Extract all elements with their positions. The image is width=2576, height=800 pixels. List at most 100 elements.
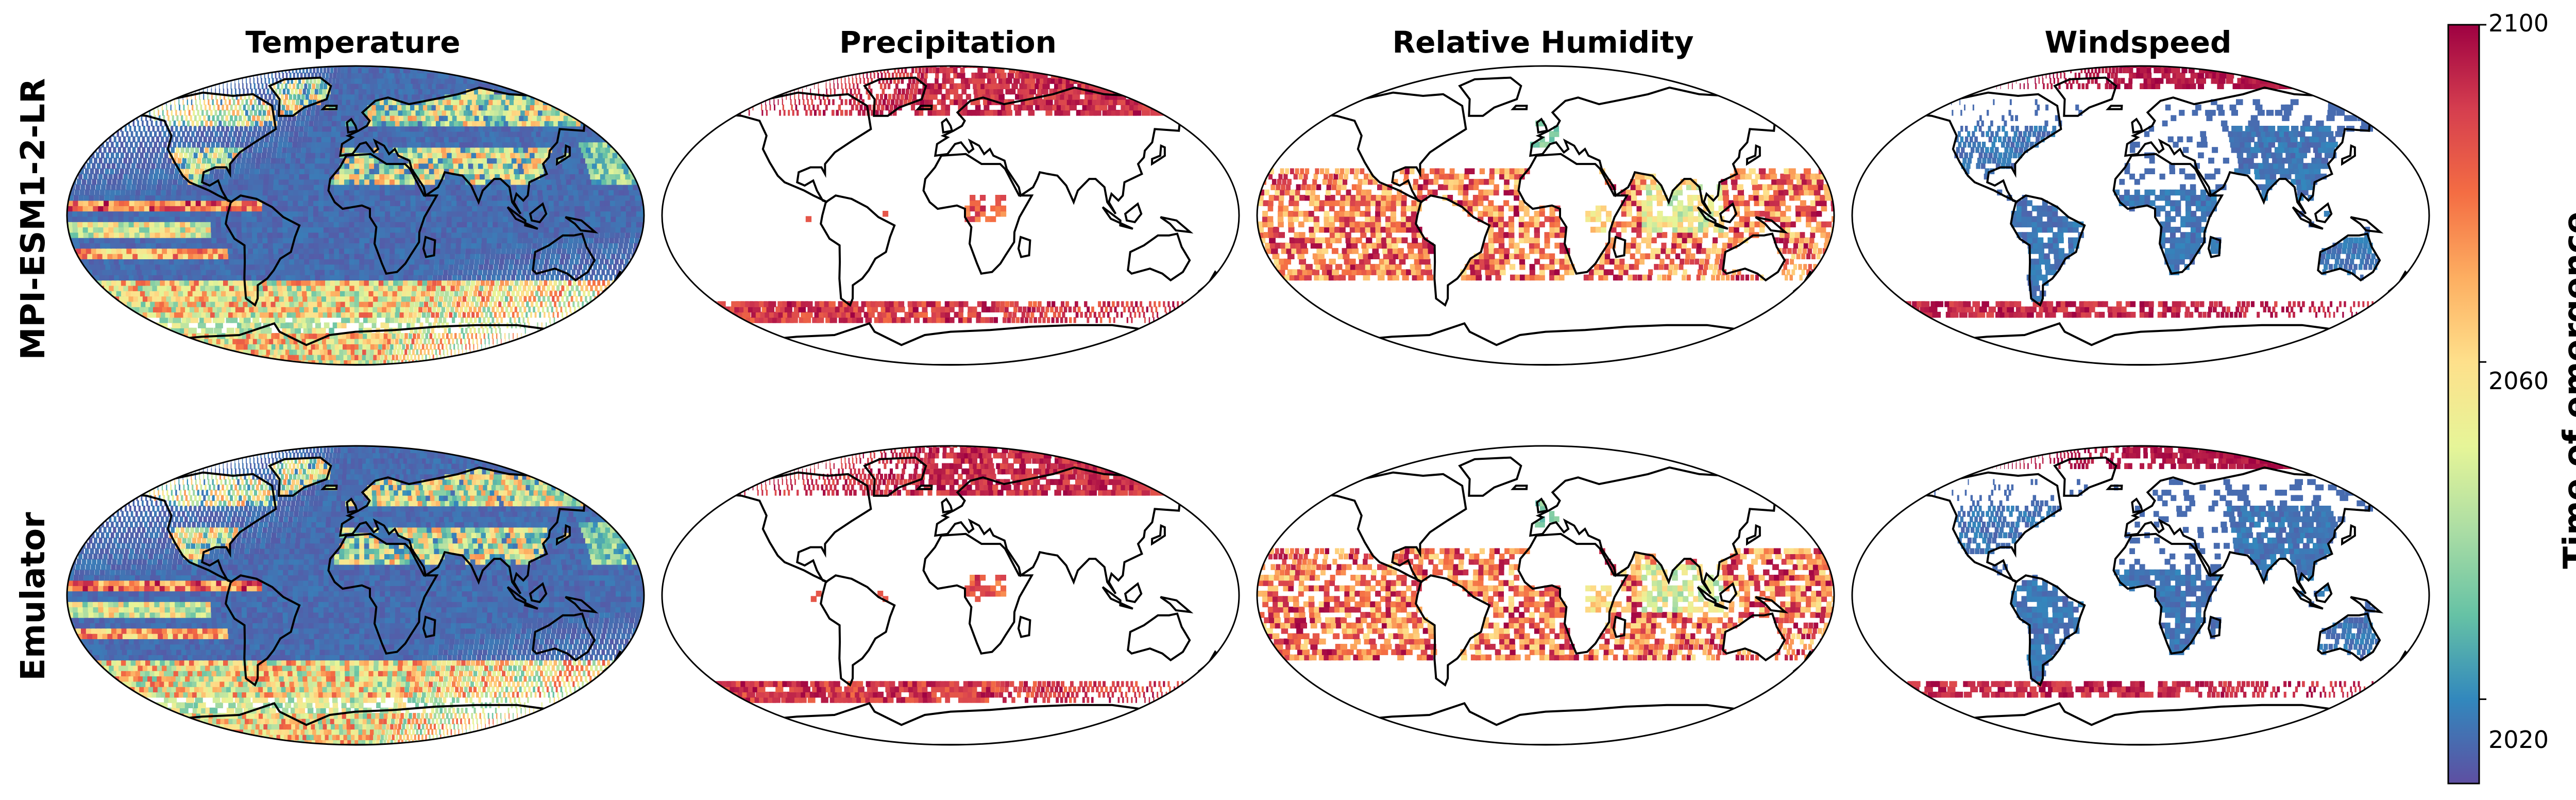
map-cell xyxy=(629,237,635,243)
map-cell xyxy=(313,205,319,212)
map-cell xyxy=(413,152,419,159)
map-cell xyxy=(161,296,170,302)
map-cell xyxy=(75,264,83,270)
map-cell xyxy=(392,141,399,148)
map-cell xyxy=(496,333,498,339)
map-cell xyxy=(344,211,350,217)
map-cell xyxy=(89,237,96,243)
map-cell xyxy=(258,285,265,291)
map-cell xyxy=(227,274,234,281)
map-cell xyxy=(502,237,507,243)
map-cell xyxy=(321,354,327,360)
map-cell xyxy=(350,338,355,344)
map-cell xyxy=(354,226,360,233)
map-cell xyxy=(315,147,321,153)
map-cell xyxy=(535,173,542,180)
map-cell xyxy=(312,131,317,137)
map-cell xyxy=(369,168,375,174)
map-cell xyxy=(431,285,436,291)
map-cell xyxy=(182,359,194,365)
map-cell xyxy=(222,184,228,190)
map-cell xyxy=(140,280,148,286)
map-cell xyxy=(462,311,466,318)
map-cell xyxy=(606,131,615,137)
map-cell xyxy=(478,327,480,334)
map-cell xyxy=(122,301,131,307)
map-cell xyxy=(364,280,369,286)
map-cell xyxy=(575,253,581,259)
map-cell xyxy=(364,189,370,196)
map-cell xyxy=(466,354,467,360)
map-cell xyxy=(502,195,509,201)
map-cell xyxy=(319,179,325,185)
map-cell xyxy=(394,168,400,174)
map-cell xyxy=(548,195,554,201)
map-cell xyxy=(539,258,544,265)
map-cell xyxy=(368,136,374,143)
map-cell xyxy=(107,253,114,259)
map-cell xyxy=(419,173,426,180)
map-cell xyxy=(86,184,91,190)
map-cell xyxy=(225,359,235,365)
map-cell xyxy=(555,253,561,259)
map-cell xyxy=(217,306,225,313)
map-cell xyxy=(569,211,575,217)
map-cell xyxy=(135,264,143,270)
map-cell xyxy=(589,274,594,281)
map-cell xyxy=(172,248,179,254)
map-cell xyxy=(501,306,504,313)
map-cell xyxy=(480,131,487,137)
map-cell xyxy=(389,173,395,180)
map-cell xyxy=(471,237,477,243)
map-cell xyxy=(362,343,367,350)
map-cell xyxy=(549,221,555,228)
map-cell xyxy=(558,280,562,286)
map-cell xyxy=(190,296,197,302)
map-cell xyxy=(527,242,532,249)
map-cell xyxy=(160,120,162,127)
map-cell xyxy=(375,333,380,339)
map-cell xyxy=(513,221,519,228)
map-cell xyxy=(159,221,165,228)
map-cell xyxy=(222,237,228,243)
map-cell xyxy=(616,290,619,297)
map-cell xyxy=(247,343,256,350)
map-cell xyxy=(185,200,191,206)
map-cell xyxy=(171,189,177,196)
map-cell xyxy=(136,184,141,190)
map-cell xyxy=(623,189,631,196)
map-cell xyxy=(91,248,98,254)
map-cell xyxy=(233,131,237,137)
map-cell xyxy=(373,354,377,360)
map-cell xyxy=(405,189,411,196)
map-cell xyxy=(446,126,453,132)
map-cell xyxy=(570,157,578,164)
map-cell xyxy=(189,349,199,355)
map-cell xyxy=(317,126,323,132)
map-cell xyxy=(159,301,167,307)
map-cell xyxy=(135,242,143,249)
map-cell xyxy=(379,253,385,259)
map-cell xyxy=(511,179,517,185)
map-cell xyxy=(303,216,309,222)
map-cell xyxy=(191,163,196,169)
map-cell xyxy=(200,205,207,212)
map-cell xyxy=(223,248,229,254)
map-cell xyxy=(512,189,518,196)
map-cell xyxy=(198,173,204,180)
map-cell xyxy=(528,232,534,238)
map-cell xyxy=(545,301,548,307)
map-cell xyxy=(227,136,231,143)
map-cell xyxy=(145,290,153,297)
map-cell xyxy=(456,189,462,196)
map-cell xyxy=(235,163,241,169)
map-cell xyxy=(338,195,345,201)
map-cell xyxy=(500,253,505,259)
map-cell xyxy=(238,179,244,185)
map-cell xyxy=(602,141,611,148)
map-cell xyxy=(298,189,304,196)
map-cell xyxy=(448,136,455,143)
map-cell xyxy=(263,179,269,185)
map-cell xyxy=(469,285,474,291)
map-cell xyxy=(551,306,553,313)
